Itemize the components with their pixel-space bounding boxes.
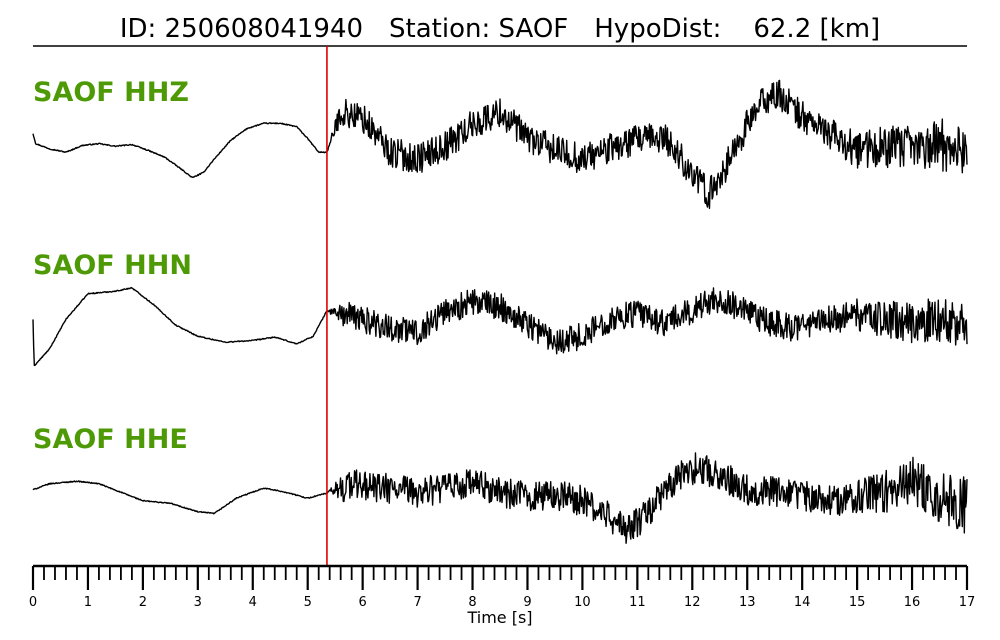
x-tick-label: 12 [684,595,701,610]
x-tick-label: 11 [629,595,646,610]
trace-group [32,79,968,544]
x-tick-label: 14 [794,595,811,610]
channel-label-hhe: SAOF HHE [33,424,188,455]
figure-title: ID: 250608041940 Station: SAOF HypoDist: 62… [120,14,880,44]
hypodist-value: 62.2 [km] [753,14,880,44]
event-id-label: ID: 250608041940 [120,14,363,44]
x-tick-label: 1 [84,595,92,610]
station-label: Station: SAOF [389,14,568,44]
trace-line-hhe [32,452,968,544]
x-tick-label: 7 [413,595,421,610]
x-tick-label: 2 [139,595,147,610]
x-axis-label: Time [s] [466,608,532,627]
x-tick-label: 6 [359,595,367,610]
x-tick-label: 15 [849,595,866,610]
channel-label-hhz: SAOF HHZ [33,77,189,108]
time-axis-ticks: 0 1 2 3 4 5 6 7 8 9 10 11 12 13 14 15 16 17 [29,566,975,610]
x-tick-label: 13 [739,595,756,610]
x-tick-label: 16 [904,595,921,610]
x-tick-label: 8 [468,595,476,610]
hypodist-label: HypoDist: [594,14,721,44]
x-tick-label: 4 [249,595,257,610]
x-tick-label: 3 [194,595,202,610]
x-tick-label: 17 [959,595,976,610]
trace-line-hhn [32,286,968,367]
x-tick-label: 10 [574,595,591,610]
x-tick-label: 9 [523,595,531,610]
x-tick-label: 0 [29,595,37,610]
x-tick-label: 5 [304,595,312,610]
trace-line-hhz [32,79,968,210]
channel-label-hhn: SAOF HHN [33,250,192,281]
